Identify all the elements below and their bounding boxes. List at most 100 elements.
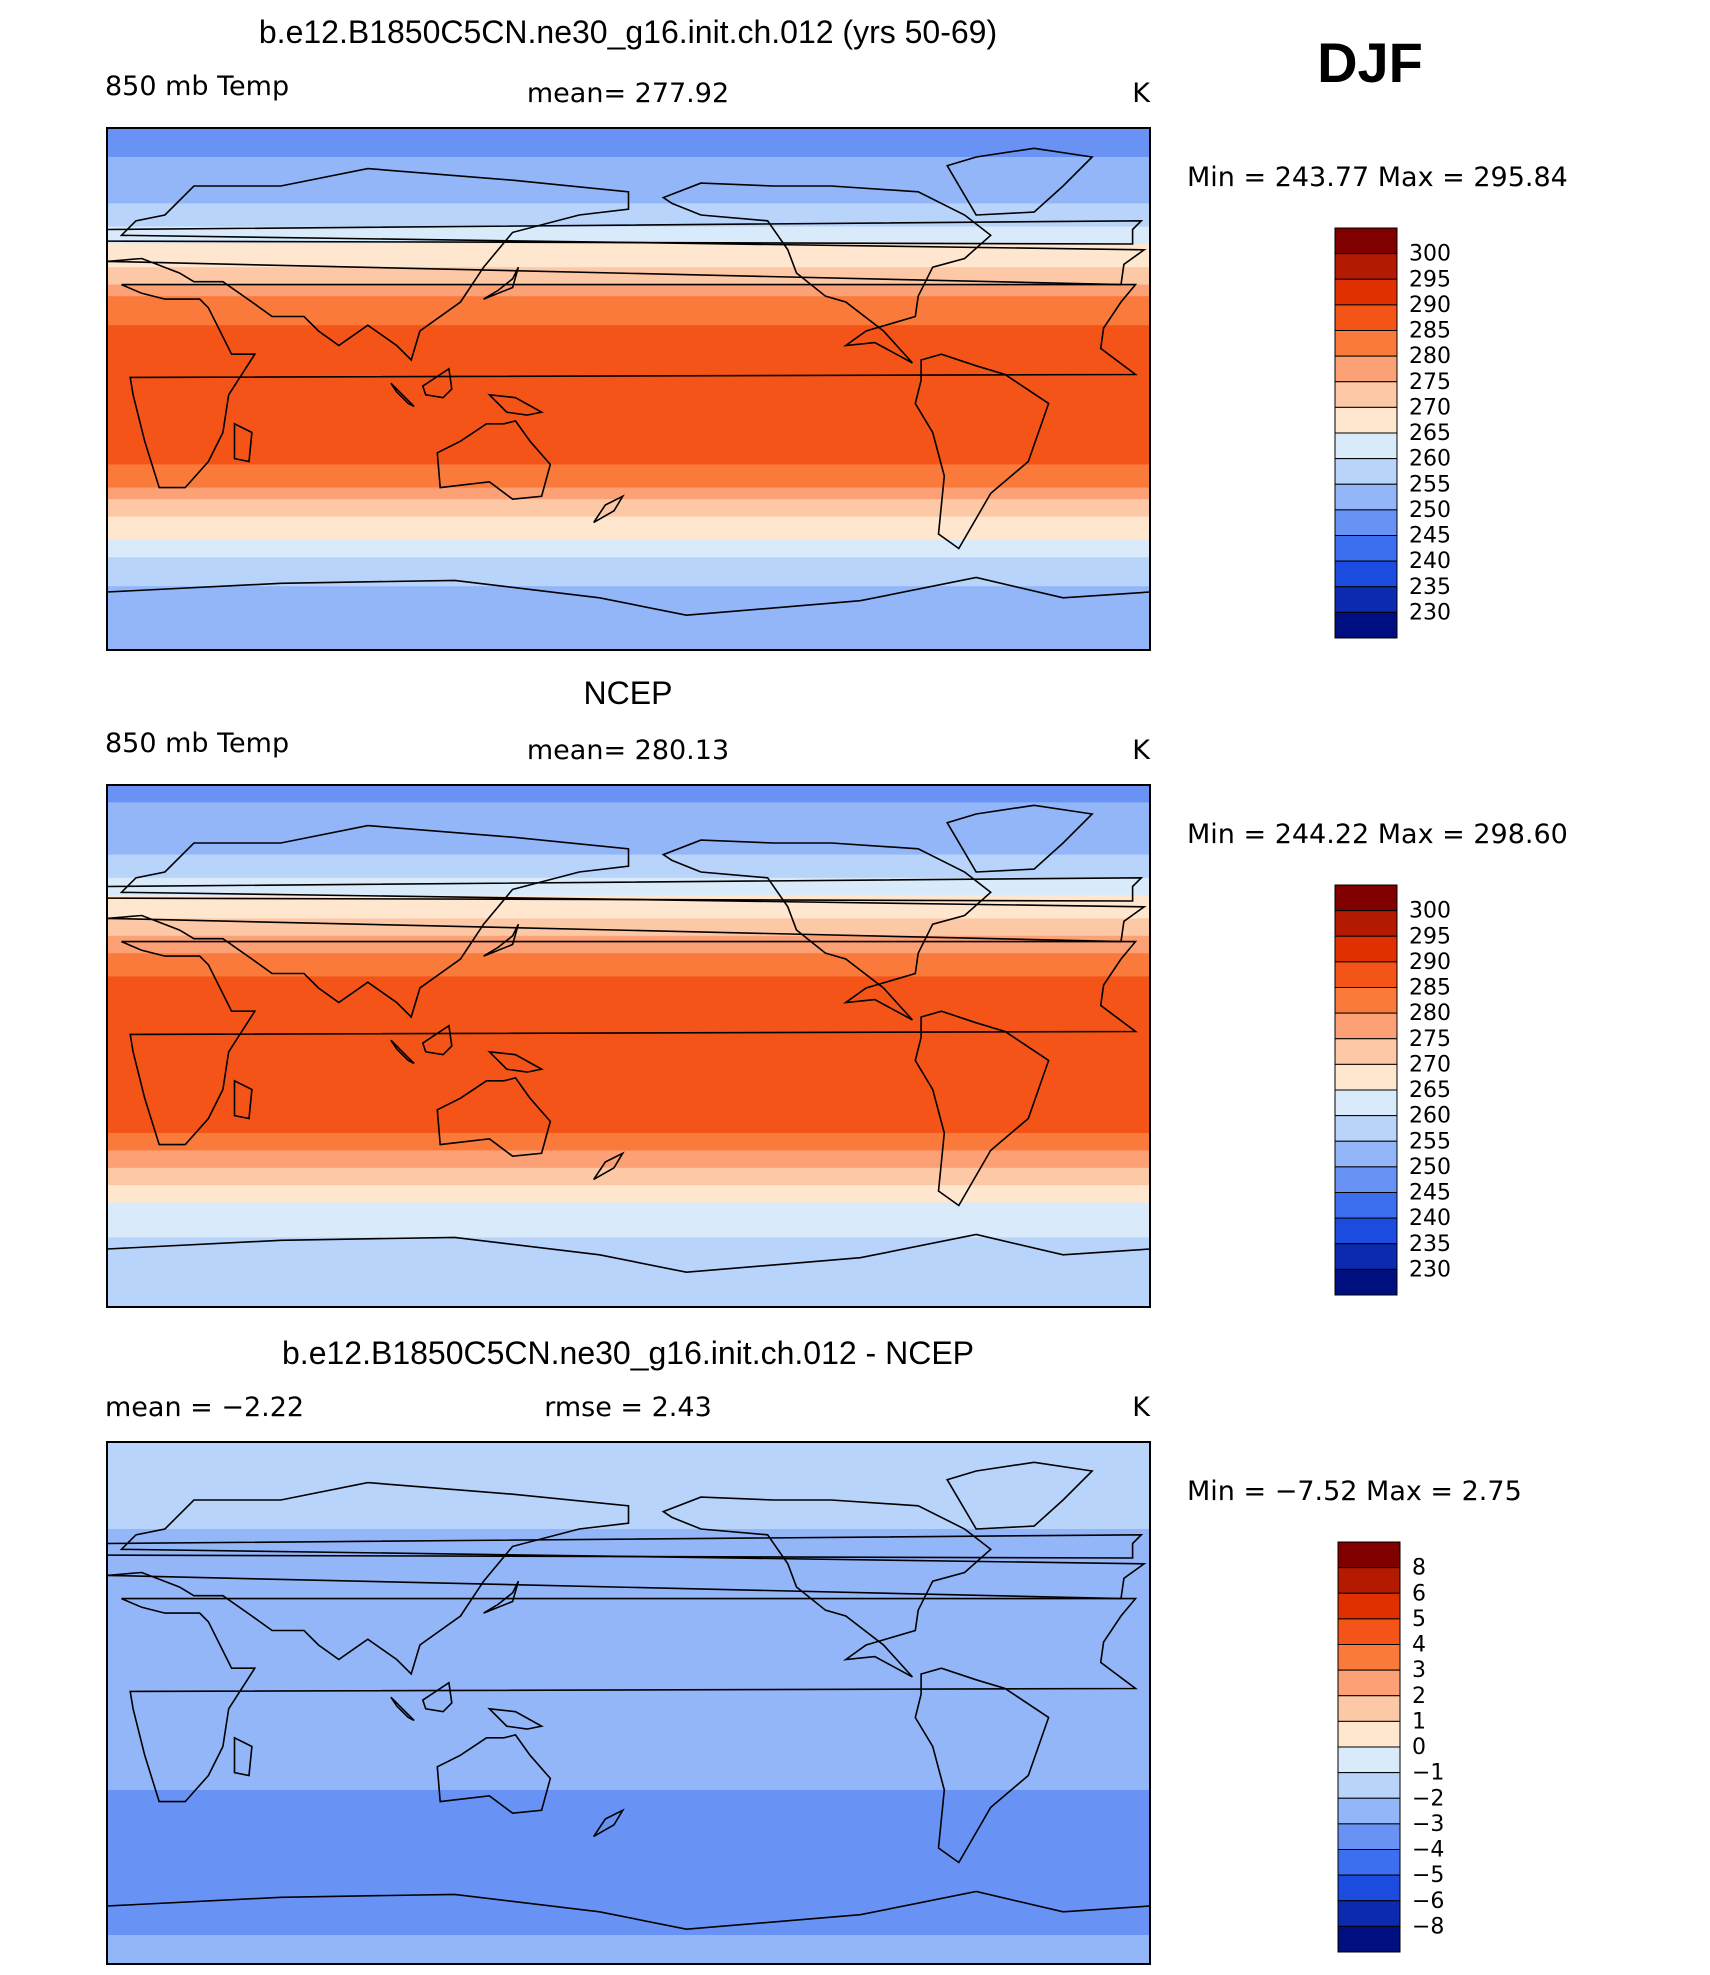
zonal-band — [107, 423, 1150, 431]
zonal-band — [107, 1616, 1150, 1623]
colorbar-swatch — [1334, 278, 1398, 306]
colorbar-tick-label: 5 — [1412, 1607, 1426, 1632]
zonal-band — [107, 1080, 1150, 1088]
colorbar-tick-label: 295 — [1409, 924, 1451, 949]
zonal-band — [107, 522, 1150, 529]
colorbar-swatch — [1337, 1823, 1401, 1850]
zonal-band — [107, 232, 1150, 239]
colorbar-swatch — [1337, 1849, 1401, 1876]
zonal-band — [107, 331, 1150, 338]
zonal-band — [107, 1946, 1150, 1953]
panel-left-label: 850 mb Temp — [105, 71, 289, 102]
zonal-band — [107, 441, 1150, 448]
zonal-band — [107, 1034, 1150, 1041]
zonal-band — [107, 476, 1150, 483]
zonal-band — [107, 831, 1150, 838]
zonal-band — [107, 1121, 1150, 1128]
zonal-band — [107, 1086, 1150, 1093]
zonal-band — [107, 1859, 1150, 1866]
zonal-band — [107, 1453, 1150, 1460]
zonal-band — [107, 866, 1150, 873]
coastline — [436, 1733, 552, 1815]
colorbar-tick-label: 295 — [1409, 267, 1451, 292]
coastline — [436, 419, 552, 501]
coastline — [390, 382, 415, 408]
zonal-band — [107, 1540, 1150, 1547]
colorbar-swatch — [1337, 1644, 1401, 1671]
colorbar-tick-label: 270 — [1409, 1052, 1451, 1077]
colorbar-tick-label: 260 — [1409, 447, 1451, 472]
colorbar-swatch — [1337, 1874, 1401, 1902]
colorbar-tick-label: 255 — [1409, 1129, 1451, 1154]
zonal-band — [107, 819, 1150, 827]
colorbar-tick-label: −8 — [1412, 1914, 1444, 1939]
zonal-band — [107, 1208, 1150, 1215]
zonal-band — [107, 1167, 1150, 1175]
panel-model: b.e12.B1850C5CN.ne30_g16.init.ch.012 (yr… — [105, 14, 1568, 651]
zonal-band — [107, 1824, 1150, 1832]
zonal-band — [107, 872, 1150, 879]
zonal-band — [107, 1098, 1150, 1105]
zonal-band — [107, 1935, 1150, 1942]
colorbar-tick-label: 255 — [1409, 472, 1451, 497]
zonal-band — [107, 1911, 1150, 1919]
colorbar-tick-label: 3 — [1412, 1658, 1426, 1683]
zonal-band — [107, 452, 1150, 460]
zonal-band — [107, 1604, 1150, 1611]
panel-left-label: 850 mb Temp — [105, 728, 289, 759]
zonal-band — [107, 1173, 1150, 1180]
zonal-band — [107, 418, 1150, 425]
colorbar-swatch — [1334, 935, 1398, 963]
zonal-band — [107, 808, 1150, 815]
zonal-band — [107, 843, 1150, 850]
coastline — [661, 1496, 992, 1678]
coastline — [487, 1050, 544, 1073]
zonal-band — [107, 901, 1150, 908]
zonal-band — [107, 400, 1150, 407]
zonal-band — [107, 226, 1150, 233]
temperature-map — [107, 785, 1150, 1307]
zonal-band — [107, 1650, 1150, 1658]
coastline — [436, 1076, 552, 1158]
zonal-band — [107, 1708, 1150, 1716]
zonal-band — [107, 534, 1150, 541]
zonal-band — [107, 632, 1150, 639]
zonal-band — [107, 464, 1150, 471]
zonal-band — [107, 1790, 1150, 1797]
zonal-band — [107, 1772, 1150, 1779]
zonal-band — [107, 785, 1150, 792]
zonal-band — [107, 941, 1150, 948]
zonal-band — [107, 1191, 1150, 1198]
zonal-band — [107, 1691, 1150, 1698]
zonal-band — [107, 1104, 1150, 1111]
zonal-band — [107, 976, 1150, 983]
colorbar-tick-label: 285 — [1409, 976, 1451, 1001]
zonal-band — [107, 1726, 1150, 1733]
coastline — [593, 1808, 625, 1838]
zonal-band — [107, 1017, 1150, 1024]
colorbar-swatch — [1337, 1772, 1401, 1799]
colorbar-tick-label: 8 — [1412, 1556, 1426, 1581]
colorbar-swatch — [1334, 1268, 1398, 1296]
zonal-band — [107, 1888, 1150, 1895]
colorbar-tick-label: 250 — [1409, 1155, 1451, 1180]
coastline — [593, 494, 625, 524]
colorbar-swatch — [1334, 509, 1398, 536]
colorbar-tick-label: 265 — [1409, 421, 1451, 446]
coastline — [914, 1667, 1050, 1864]
zonal-band — [107, 1069, 1150, 1076]
zonal-band — [107, 429, 1150, 436]
zonal-band — [107, 220, 1150, 228]
zonal-band — [107, 1703, 1150, 1710]
colorbar-swatch — [1334, 1063, 1398, 1091]
zonal-band — [107, 1848, 1150, 1855]
zonal-band — [107, 982, 1150, 989]
colorbar-tick-label: 275 — [1409, 370, 1451, 395]
colorbar-swatch — [1337, 1618, 1401, 1645]
colorbar-tick-label: 290 — [1409, 293, 1451, 318]
zonal-band — [107, 325, 1150, 332]
zonal-band — [107, 918, 1150, 925]
zonal-band — [107, 510, 1150, 518]
zonal-band — [107, 168, 1150, 175]
colorbar-swatch — [1334, 227, 1398, 255]
